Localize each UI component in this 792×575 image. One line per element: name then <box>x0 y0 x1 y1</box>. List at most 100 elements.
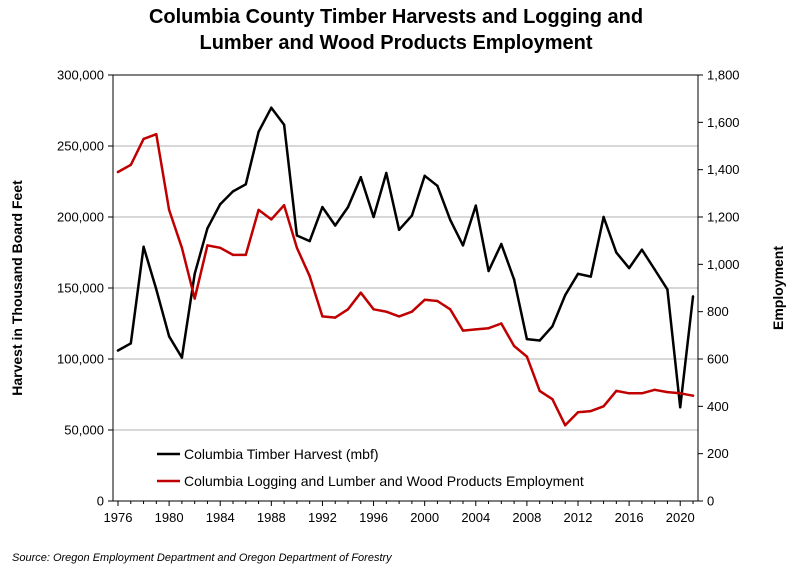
x-tick-label-1984: 1984 <box>206 510 235 525</box>
y-right-tick-label-3: 600 <box>707 352 729 367</box>
timber-harvest-point-1998 <box>397 228 401 231</box>
source-note: Source: Oregon Employment Department and… <box>12 552 392 564</box>
x-tick-label-2008: 2008 <box>512 510 541 525</box>
timber-harvest-point-1976 <box>116 349 120 352</box>
tick-labels: 0 50,000 100,000 150,000 200,000 250,000 300,0… <box>57 68 740 526</box>
series-lines <box>116 106 695 427</box>
employment-point-2001 <box>436 299 439 303</box>
timber-harvest-point-2020 <box>679 406 682 409</box>
employment-point-1996 <box>372 308 375 311</box>
timber-harvest-point-2006 <box>500 242 503 246</box>
timber-harvest-point-2017 <box>640 248 644 251</box>
employment-point-2002 <box>449 308 452 311</box>
timber-harvest-point-1985 <box>231 190 235 193</box>
x-tick-label-1996: 1996 <box>359 510 388 525</box>
timber-harvest-point-1984 <box>219 203 222 206</box>
employment-point-2009 <box>538 389 541 393</box>
employment-point-1999 <box>410 310 414 313</box>
timber-harvest-point-2012 <box>576 272 580 275</box>
x-tick-label-1992: 1992 <box>308 510 337 525</box>
employment-point-1992 <box>321 315 324 318</box>
x-tick-label-2004: 2004 <box>461 510 490 525</box>
timber-harvest-point-1990 <box>295 234 299 237</box>
timber-harvest-point-1981 <box>180 356 184 359</box>
y-left-tick-label-2: 100,000 <box>57 352 104 367</box>
employment-point-1986 <box>244 253 247 257</box>
timber-harvest-point-2004 <box>474 204 477 207</box>
employment-point-1977 <box>129 163 132 167</box>
employment-point-2003 <box>461 329 465 332</box>
employment-point-1993 <box>334 316 337 319</box>
timber-harvest-point-1996 <box>372 215 375 219</box>
timber-harvest-point-2016 <box>627 266 631 270</box>
timber-harvest-point-2009 <box>538 339 541 342</box>
employment-point-2020 <box>679 392 682 395</box>
employment-point-1991 <box>308 275 311 278</box>
series-line-employment <box>116 132 695 427</box>
y-right-tick-label-6: 1,200 <box>707 210 740 225</box>
timber-harvest-point-1993 <box>334 224 337 227</box>
timber-harvest-point-2021 <box>691 295 695 298</box>
timber-harvest-point-2019 <box>666 288 669 291</box>
timber-harvest-point-1994 <box>346 205 350 209</box>
chart-title: Columbia County Timber Harvests and Logg… <box>0 4 792 56</box>
timber-harvest-point-2008 <box>525 337 529 341</box>
employment-point-2012 <box>576 411 580 414</box>
y-right-tick-label-5: 1,000 <box>707 257 740 272</box>
legend-label-timber-harvest: Columbia Timber Harvest (mbf) <box>184 446 379 462</box>
y-left-tick-label-1: 50,000 <box>64 423 104 438</box>
timber-harvest-point-2002 <box>449 218 452 221</box>
y-axis-left-title: Harvest in Thousand Board Feet <box>9 180 25 396</box>
timber-harvest-point-1986 <box>244 183 247 186</box>
y-right-tick-label-0: 0 <box>707 494 714 509</box>
employment-point-2013 <box>589 409 592 413</box>
employment-point-1982 <box>193 297 196 300</box>
y-left-tick-label-3: 150,000 <box>57 281 104 296</box>
timber-harvest-point-1987 <box>257 130 260 133</box>
employment-point-2000 <box>423 298 426 301</box>
employment-point-2016 <box>627 392 631 395</box>
timber-harvest-point-2013 <box>589 275 592 278</box>
employment-point-2011 <box>564 424 567 427</box>
x-tick-label-1988: 1988 <box>257 510 286 525</box>
y-left-tick-label-6: 300,000 <box>57 68 104 83</box>
x-tick-label-2000: 2000 <box>410 510 439 525</box>
timber-harvest-point-2005 <box>487 269 490 273</box>
employment-point-1979 <box>155 133 158 136</box>
employment-point-2007 <box>512 344 516 348</box>
legend-label-employment: Columbia Logging and Lumber and Wood Pro… <box>184 473 584 489</box>
employment-point-2018 <box>653 388 656 391</box>
timber-harvest-point-2007 <box>512 278 516 281</box>
employment-point-1994 <box>346 308 350 311</box>
y-axis-right-title: Employment <box>770 246 786 330</box>
employment-point-2004 <box>474 328 477 331</box>
employment-point-1985 <box>231 253 235 257</box>
timber-harvest-point-2014 <box>602 215 605 219</box>
timber-harvest-point-2018 <box>653 268 656 271</box>
timber-harvest-point-1977 <box>129 342 132 345</box>
timber-harvest-point-1978 <box>142 245 145 248</box>
timber-harvest-point-2003 <box>461 244 465 247</box>
y-right-tick-label-4: 800 <box>707 304 729 319</box>
y-right-tick-label-7: 1,400 <box>707 162 740 177</box>
timber-harvest-point-1982 <box>193 272 196 275</box>
timber-harvest-point-1988 <box>270 106 273 109</box>
y-left-tick-label-4: 200,000 <box>57 210 104 225</box>
employment-point-1976 <box>116 170 120 174</box>
timber-harvest-point-2000 <box>423 174 426 177</box>
employment-point-2014 <box>602 405 605 408</box>
x-tick-label-1976: 1976 <box>104 510 133 525</box>
employment-point-2017 <box>640 392 644 395</box>
x-tick-label-2016: 2016 <box>615 510 644 525</box>
x-tick-label-2012: 2012 <box>564 510 593 525</box>
employment-point-1987 <box>257 208 260 212</box>
employment-point-1998 <box>397 315 401 318</box>
employment-point-1989 <box>282 204 286 207</box>
timber-harvest-point-1992 <box>321 205 324 209</box>
employment-point-2015 <box>615 389 618 393</box>
employment-point-2010 <box>551 398 554 401</box>
series-line-timber-harvest <box>116 106 695 409</box>
employment-point-1980 <box>167 208 171 212</box>
chart-title-line-1: Columbia County Timber Harvests and Logg… <box>148 6 644 28</box>
